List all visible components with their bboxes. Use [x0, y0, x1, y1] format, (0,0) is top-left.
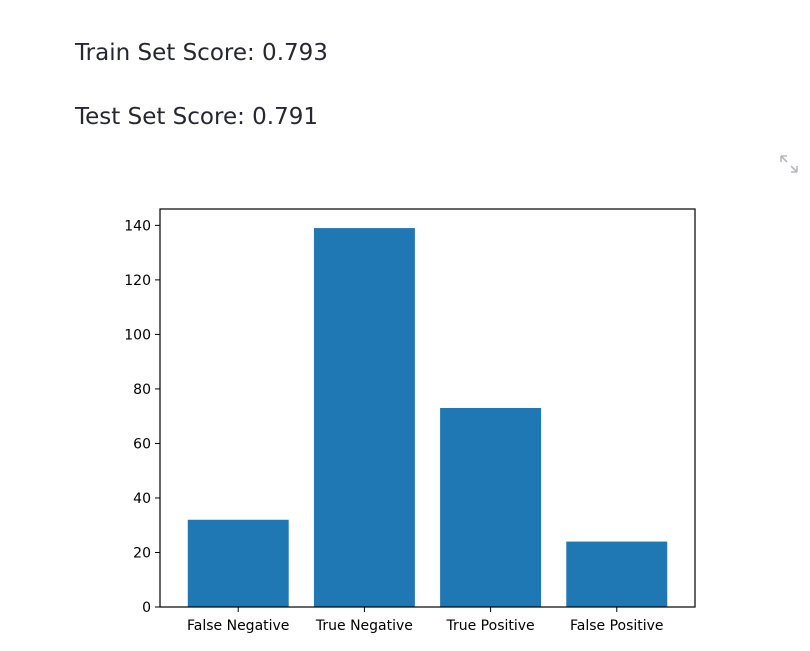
- y-tick-label: 120: [124, 273, 151, 289]
- bars-layer: [187, 228, 668, 607]
- x-tick-label: False Negative: [187, 618, 289, 634]
- x-tick-label: True Negative: [315, 618, 413, 634]
- bar-false-positive: [566, 541, 668, 607]
- y-tick-label: 60: [133, 436, 151, 452]
- axes-layer: False Negative True Negative True Positive…: [124, 218, 663, 634]
- x-tick-label: False Positive: [570, 618, 664, 634]
- test-set-score: Test Set Score: 0.791: [75, 104, 319, 130]
- x-tick-label: True Positive: [446, 618, 535, 634]
- bar-true-negative: [313, 228, 415, 607]
- y-tick-label: 80: [133, 382, 151, 398]
- bar-true-positive: [440, 408, 542, 607]
- y-tick-label: 20: [133, 545, 151, 561]
- y-tick-label: 0: [142, 600, 151, 616]
- plot-frame: [159, 208, 696, 608]
- train-set-score: Train Set Score: 0.793: [75, 40, 328, 66]
- bar-false-negative: [187, 519, 289, 607]
- expand-icon[interactable]: [778, 153, 800, 175]
- y-tick-label: 40: [133, 491, 151, 507]
- y-tick-label: 100: [124, 327, 151, 343]
- y-tick-label: 140: [124, 218, 151, 234]
